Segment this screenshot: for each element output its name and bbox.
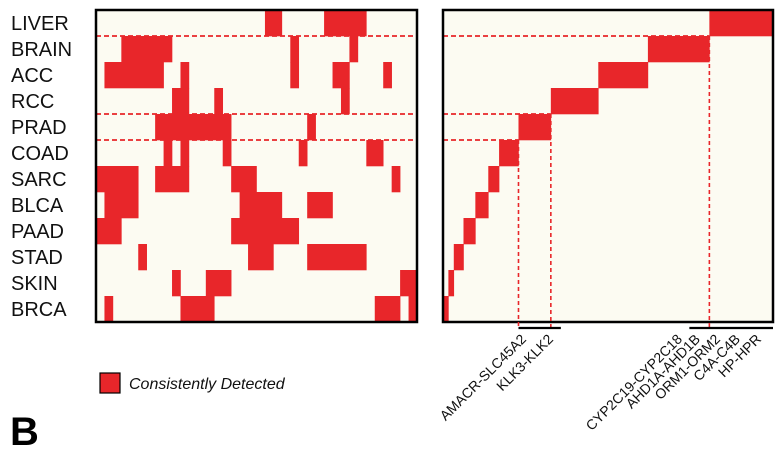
left-cell-stad-1 <box>248 244 274 271</box>
left-cell-liver-1 <box>324 10 367 37</box>
left-cell-skin-2 <box>400 270 417 297</box>
right-heatmap <box>441 8 775 324</box>
legend-swatch <box>99 372 121 394</box>
right-block-brca <box>443 296 449 322</box>
left-cell-rcc-0 <box>172 88 190 115</box>
left-cell-prad-0 <box>155 114 232 141</box>
left-heatmap-frame <box>94 8 419 324</box>
left-cell-coad-1 <box>180 140 190 167</box>
left-cell-blca-0 <box>104 192 139 219</box>
left-cell-brain-0 <box>121 36 173 63</box>
right-block-liver <box>709 10 773 37</box>
gene-guides <box>517 36 773 330</box>
right-block-skin <box>448 270 455 297</box>
left-cell-blca-1 <box>239 192 283 219</box>
row-labels: LIVER BRAIN ACC RCC PRAD COAD SARC BLCA PAAD STAD… <box>11 13 72 321</box>
left-heatmap <box>94 8 443 324</box>
row-label-liver: LIVER <box>11 13 69 35</box>
panel-letter: B <box>10 410 39 454</box>
row-label-sarc: SARC <box>11 169 67 191</box>
right-block-blca <box>475 192 489 219</box>
left-cell-coad-2 <box>222 140 232 167</box>
left-cell-acc-1 <box>180 62 190 89</box>
left-cell-acc-4 <box>383 62 392 89</box>
left-cell-coad-4 <box>366 140 384 167</box>
right-block-acc <box>598 62 649 89</box>
left-cell-brca-1 <box>180 296 215 322</box>
row-label-blca: BLCA <box>11 195 64 217</box>
left-cell-liver-0 <box>264 10 283 37</box>
row-label-stad: STAD <box>11 247 63 269</box>
left-cell-coad-0 <box>163 140 173 167</box>
left-cell-brain-1 <box>290 36 300 63</box>
right-block-coad <box>499 140 519 167</box>
left-cell-brain-3 <box>434 36 443 62</box>
row-label-skin: SKIN <box>11 273 58 295</box>
right-heatmap-frame <box>441 8 775 324</box>
right-block-rcc <box>550 88 599 115</box>
left-cell-brca-0 <box>104 296 114 322</box>
left-cell-blca-2 <box>307 192 333 219</box>
left-cell-coad-5 <box>417 140 426 166</box>
left-cell-coad-3 <box>298 140 308 167</box>
left-cell-sarc-3 <box>391 166 401 193</box>
left-cell-paad-1 <box>231 218 300 245</box>
left-cell-rcc-2 <box>340 88 350 115</box>
left-cell-skin-1 <box>205 270 232 297</box>
right-block-stad <box>453 244 464 271</box>
row-label-paad: PAAD <box>11 221 64 243</box>
row-label-coad: COAD <box>11 143 69 165</box>
row-label-prad: PRAD <box>11 117 67 139</box>
legend: Consistently Detected <box>99 372 286 394</box>
row-label-acc: ACC <box>11 65 53 87</box>
left-cell-prad-1 <box>307 114 316 141</box>
row-label-rcc: RCC <box>11 91 54 113</box>
left-cell-acc-3 <box>332 62 350 89</box>
legend-label: Consistently Detected <box>129 376 286 393</box>
left-cell-brca-3 <box>408 296 417 322</box>
row-label-brca: BRCA <box>11 299 67 321</box>
left-cell-stad-0 <box>138 244 147 271</box>
right-block-sarc <box>488 166 500 193</box>
row-label-brain: BRAIN <box>11 39 72 61</box>
left-cell-acc-0 <box>104 62 164 89</box>
right-block-prad <box>518 114 552 141</box>
left-cell-skin-0 <box>172 270 181 297</box>
left-cell-brca-2 <box>374 296 401 322</box>
left-cell-sarc-2 <box>231 166 257 193</box>
right-block-brain <box>647 36 710 63</box>
left-cell-brain-2 <box>349 36 359 63</box>
left-cell-acc-2 <box>290 62 300 89</box>
left-cell-rcc-1 <box>214 88 224 115</box>
left-cell-sarc-0 <box>96 166 139 193</box>
left-cell-sarc-1 <box>155 166 190 193</box>
left-cell-paad-0 <box>96 218 122 245</box>
left-cell-stad-2 <box>307 244 367 271</box>
left-cell-acc-5 <box>434 62 443 88</box>
right-block-paad <box>463 218 476 245</box>
